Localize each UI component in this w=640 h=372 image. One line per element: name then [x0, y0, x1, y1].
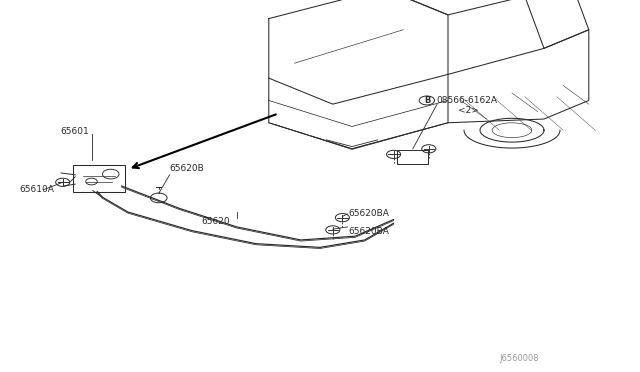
- Text: 65620: 65620: [202, 217, 230, 226]
- Text: 65620BA: 65620BA: [349, 227, 390, 235]
- Text: 65601: 65601: [61, 127, 90, 136]
- Text: 08566-6162A: 08566-6162A: [436, 96, 497, 105]
- Text: B: B: [424, 96, 431, 105]
- Text: 65620BA: 65620BA: [349, 209, 390, 218]
- Text: 65620B: 65620B: [170, 164, 204, 173]
- Text: J6560008: J6560008: [499, 354, 539, 363]
- FancyBboxPatch shape: [73, 165, 125, 192]
- FancyBboxPatch shape: [397, 150, 428, 164]
- Text: 65610A: 65610A: [19, 185, 54, 193]
- Text: <2>: <2>: [458, 106, 479, 115]
